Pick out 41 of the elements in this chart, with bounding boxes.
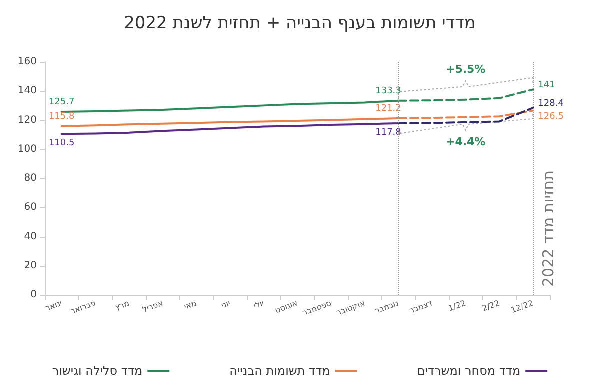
ref-line-label: תחזיות מדד 2022 [540, 170, 558, 287]
data-label: 117.8 [376, 128, 402, 138]
y-tick-label: 60 [24, 202, 37, 214]
x-tick-label: נובמבר [374, 298, 400, 316]
x-tick-label: אוגוסט [274, 298, 300, 316]
chart-title: מדדי תשומות בענף הבנייה + תחזית לשנת 2022 [124, 14, 476, 34]
y-tick-label: 120 [18, 114, 37, 126]
y-tick-label: 0 [30, 290, 37, 300]
y-tick-label: 160 [18, 56, 37, 68]
x-tick-label: ספטמבר [301, 298, 333, 318]
x-tick-label: 12/22 [510, 298, 535, 316]
legend-label: מדד סלילה וגישור [52, 364, 143, 378]
x-tick-label: יוני [220, 298, 232, 310]
y-tick-label: 20 [24, 260, 37, 272]
line-series [60, 122, 400, 136]
x-tick-label: אוקטובר [335, 298, 366, 318]
data-label: 128.4 [538, 99, 564, 110]
y-tick-label: 40 [24, 231, 37, 242]
data-label: 141 [538, 80, 556, 91]
data-label: 126.5 [538, 112, 564, 122]
y-tick-label: 140 [18, 86, 37, 97]
x-tick-label: מרץ [114, 298, 131, 312]
x-tick-label: ינואר [44, 298, 64, 314]
y-tick-label: 80 [24, 173, 37, 184]
data-label: 115.8 [48, 112, 75, 122]
data-label: 125.7 [48, 97, 75, 108]
x-tick-label: מאי [183, 298, 198, 312]
x-tick-label: 2/22 [481, 298, 502, 314]
data-label: 133.3 [376, 86, 402, 96]
legend-label: מדד תשומות הבנייה [230, 364, 330, 378]
annotation: +4.4% [446, 135, 486, 148]
data-label: 121.2 [376, 104, 402, 114]
legend-label: מדד מסחר ומשרדים [417, 364, 521, 378]
x-tick-label: פברואר [69, 298, 98, 316]
x-tick-label: יולי [252, 298, 266, 311]
data-label: 110.5 [48, 138, 75, 149]
x-tick-label: דצמבר [408, 298, 434, 316]
annotation: +5.5% [446, 62, 486, 76]
y-tick-label: 100 [18, 144, 37, 155]
x-tick-label: אפריל [141, 298, 164, 314]
x-tick-label: 1/22 [447, 298, 468, 314]
